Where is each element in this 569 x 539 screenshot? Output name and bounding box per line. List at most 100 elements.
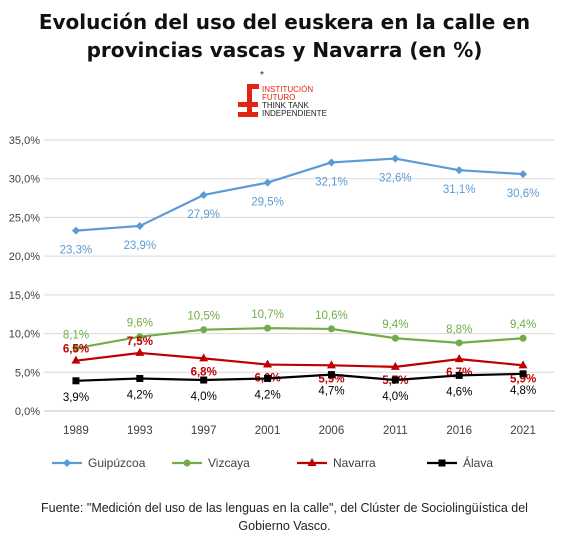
data-point xyxy=(263,178,272,187)
data-label: 9,6% xyxy=(127,318,153,330)
data-point xyxy=(72,377,80,385)
data-label: 27,9% xyxy=(187,209,220,221)
data-point xyxy=(327,158,336,167)
data-point xyxy=(136,374,144,382)
source-note: Fuente: "Medición del uso de las lenguas… xyxy=(0,499,569,535)
data-point xyxy=(135,347,145,356)
data-label: 9,4% xyxy=(382,319,408,331)
source-line-1: Fuente: "Medición del uso de las lenguas… xyxy=(41,501,528,515)
source-line-2: Gobierno Vasco. xyxy=(238,519,331,533)
legend-label: Navarra xyxy=(333,456,376,470)
legend-label: Vizcaya xyxy=(208,456,250,470)
series-álava: 3,9% 4,2% 4,0% 4,2% 4,7% 4,0% 4,6% 4,8% xyxy=(63,370,536,404)
y-tick-label: 20,0% xyxy=(9,251,40,263)
data-label: 3,9% xyxy=(63,392,89,404)
data-point xyxy=(71,355,81,364)
data-point xyxy=(199,190,208,199)
series-line xyxy=(75,351,524,368)
data-point xyxy=(455,371,463,379)
y-tick-label: 0,0% xyxy=(15,406,40,418)
institucion-futuro-logo: * INSTITUCIÓN FUTURO THINK TANK INDEPEND… xyxy=(238,70,348,122)
data-label: 4,6% xyxy=(446,386,472,398)
data-point xyxy=(263,359,273,368)
data-label: 9,4% xyxy=(510,319,536,331)
series-line xyxy=(75,157,524,232)
x-tick-label: 2021 xyxy=(510,425,536,437)
data-point xyxy=(135,221,144,230)
data-point xyxy=(71,226,80,235)
data-label: 4,2% xyxy=(127,389,153,401)
data-label: 10,7% xyxy=(251,309,284,321)
y-tick-label: 35,0% xyxy=(9,135,40,147)
data-point xyxy=(391,334,399,342)
y-tick-label: 25,0% xyxy=(9,212,40,224)
data-point xyxy=(391,376,399,384)
logo-line-1: INSTITUCIÓN xyxy=(262,85,314,94)
series-guipúzcoa: 23,3% 23,9% 27,9% 29,5% 32,1% 32,6% 31,1% 30,6% xyxy=(60,154,540,257)
y-tick-label: 15,0% xyxy=(9,290,40,302)
data-point xyxy=(327,371,335,379)
data-label: 5,9% xyxy=(318,373,344,385)
data-label: 8,1% xyxy=(63,329,89,341)
x-tick-label: 2011 xyxy=(383,425,408,437)
chart-title-line-1: Evolución del uso del euskera en la call… xyxy=(38,10,531,34)
data-point xyxy=(519,170,528,179)
data-label: 23,3% xyxy=(60,245,93,257)
logo-line-2: FUTURO xyxy=(262,93,296,102)
data-point xyxy=(390,361,400,370)
x-tick-label: 2006 xyxy=(319,425,345,437)
data-label: 4,0% xyxy=(191,391,217,403)
data-label: 8,8% xyxy=(446,324,472,336)
logo-mark-icon xyxy=(238,84,259,117)
data-label: 10,5% xyxy=(187,311,220,323)
data-label: 4,0% xyxy=(382,391,408,403)
data-point xyxy=(307,458,317,466)
data-label: 6,5% xyxy=(63,344,89,356)
data-point xyxy=(63,459,71,467)
data-label: 30,6% xyxy=(507,188,540,200)
logo-line-4: INDEPENDIENTE xyxy=(262,109,327,118)
data-label: 10,6% xyxy=(315,310,348,322)
data-point xyxy=(326,360,336,369)
y-tick-label: 30,0% xyxy=(9,174,40,186)
data-label: 4,2% xyxy=(254,389,280,401)
data-point xyxy=(200,376,208,384)
data-point xyxy=(264,324,272,332)
data-point xyxy=(136,333,144,341)
data-label: 4,8% xyxy=(510,385,536,397)
data-label: 4,7% xyxy=(318,386,344,398)
data-label: 31,1% xyxy=(443,184,476,196)
data-point xyxy=(72,344,80,352)
data-point xyxy=(455,339,463,347)
logo-text: INSTITUCIÓN FUTURO THINK TANK INDEPENDIE… xyxy=(262,86,327,118)
data-label: 32,6% xyxy=(379,173,412,185)
data-point xyxy=(519,334,527,342)
x-tick-label: 2001 xyxy=(255,425,281,437)
data-label: 29,5% xyxy=(251,197,284,209)
logo-line-3: THINK TANK xyxy=(262,101,309,110)
data-point xyxy=(327,325,335,333)
y-tick-label: 10,0% xyxy=(9,329,40,341)
data-label: 32,1% xyxy=(315,176,348,188)
series-line xyxy=(75,327,524,350)
data-point xyxy=(264,374,272,382)
data-point xyxy=(518,360,528,369)
series-line xyxy=(75,372,524,382)
line-chart: 0,0% 5,0% 10,0% 15,0% 20,0% 25,0% 30,0% 35,0% 19… xyxy=(9,135,555,470)
x-tick-label: 1993 xyxy=(127,425,153,437)
data-point xyxy=(199,353,209,362)
x-tick-label: 2016 xyxy=(446,425,472,437)
data-label: 7,5% xyxy=(127,336,153,348)
data-label: 23,9% xyxy=(124,240,157,252)
series-vizcaya: 8,1% 9,6% 10,5% 10,7% 10,6% 9,4% 8,8% 9,4% xyxy=(63,309,536,352)
logo-star: * xyxy=(260,70,264,81)
legend-label: Álava xyxy=(463,455,493,470)
data-point xyxy=(200,326,208,334)
y-tick-label: 5,0% xyxy=(15,367,40,379)
data-label: 5,9% xyxy=(510,373,536,385)
chart-title: Evolución del uso del euskera en la call… xyxy=(0,8,569,64)
legend-label: Guipúzcoa xyxy=(88,456,146,470)
x-tick-label: 1989 xyxy=(63,425,89,437)
chart-title-line-2: provincias vascas y Navarra (en %) xyxy=(86,38,483,62)
data-point xyxy=(183,459,191,467)
